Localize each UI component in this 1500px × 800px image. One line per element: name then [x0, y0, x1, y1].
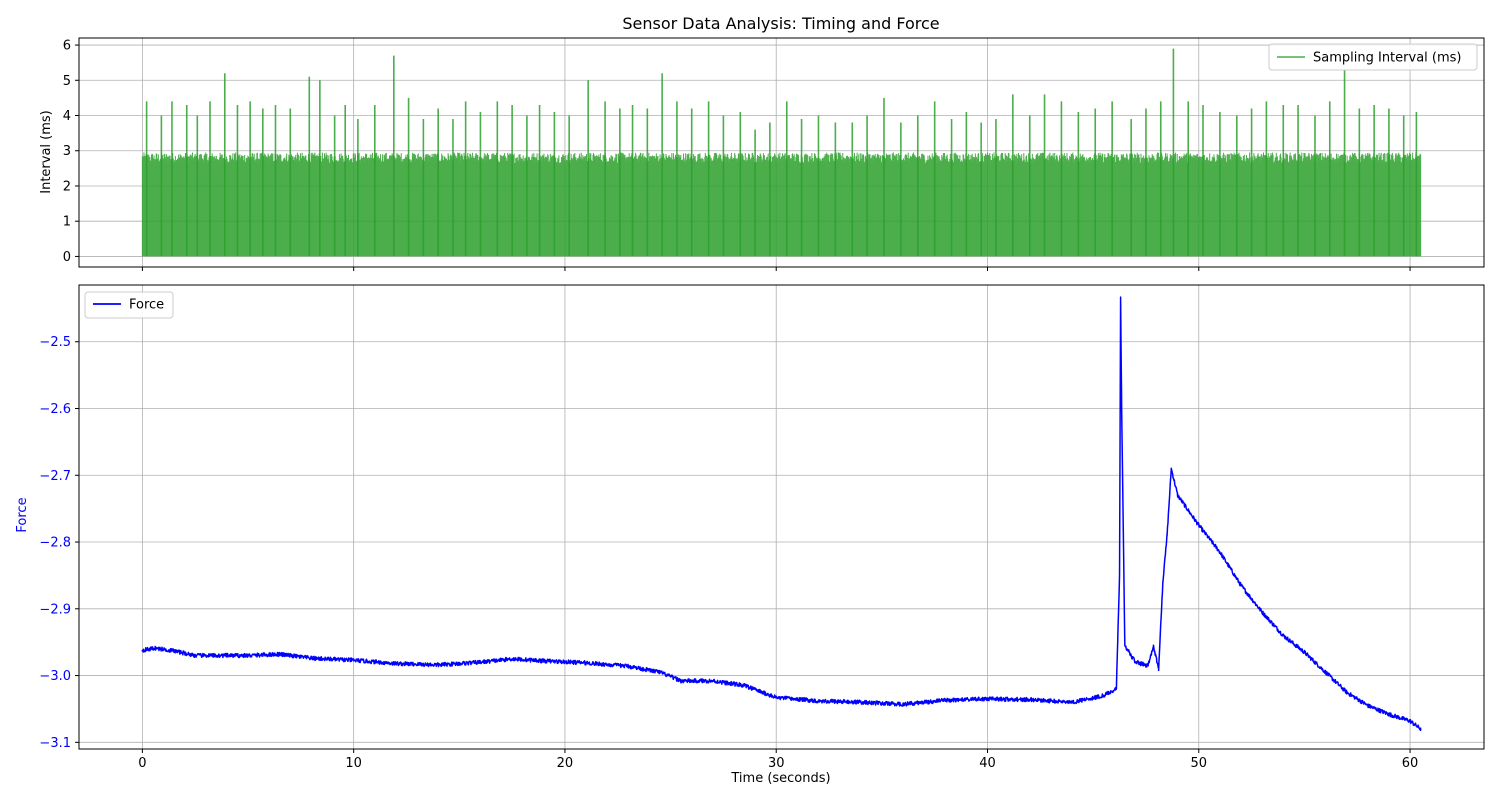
- interval-line: [141, 152, 1422, 257]
- force-xtick-label: 10: [345, 756, 362, 771]
- force-ytick-label: −2.8: [39, 536, 71, 551]
- force-xtick-label: 50: [1191, 756, 1208, 771]
- interval-ytick-label: 1: [63, 215, 71, 230]
- interval-ytick-label: 6: [63, 39, 71, 54]
- force-xtick-label: 60: [1402, 756, 1419, 771]
- force-panel: 0 10 20 30 40 50 60 −2.5 −2.6 −2.7 −2.8 −2.9 −3.0 −3.…: [15, 284, 1485, 786]
- force-xtick-label: 40: [979, 756, 996, 771]
- force-ytick-label: −2.9: [39, 602, 71, 617]
- force-legend: Force: [84, 291, 174, 319]
- force-grid: [79, 285, 1484, 749]
- force-xtick-label: 30: [768, 756, 785, 771]
- force-series: [141, 296, 1422, 732]
- force-ytick-label: −2.5: [39, 335, 71, 350]
- interval-ytick-label: 4: [63, 109, 71, 124]
- interval-ytick-label: 2: [63, 179, 71, 194]
- force-ytick-label: −3.1: [39, 736, 71, 751]
- force-ytick-label: −3.0: [39, 669, 71, 684]
- force-xtick-label: 0: [138, 756, 146, 771]
- interval-ytick-label: 3: [63, 144, 71, 159]
- interval-legend: Sampling Interval (ms): [1268, 43, 1478, 71]
- interval-series: [141, 48, 1422, 257]
- interval-panel: 0 1 2 3 4 5 6 Interval (ms) Sampling Interval …: [39, 37, 1485, 271]
- interval-legend-label: Sampling Interval (ms): [1313, 51, 1461, 66]
- force-legend-label: Force: [129, 298, 164, 313]
- chart-title: Sensor Data Analysis: Timing and Force: [622, 14, 939, 33]
- interval-y-axis-label: Interval (ms): [39, 110, 54, 194]
- force-legend-box: [84, 291, 174, 319]
- interval-ytick-label: 0: [63, 250, 71, 265]
- force-y-axis-label: Force: [15, 497, 30, 532]
- interval-axes-frame: [78, 37, 1485, 268]
- force-xtick-label: 20: [557, 756, 574, 771]
- force-ytick-label: −2.7: [39, 469, 71, 484]
- force-ytick-label: −2.6: [39, 402, 71, 417]
- interval-ytick-label: 5: [63, 74, 71, 89]
- x-axis-label: Time (seconds): [730, 771, 830, 786]
- force-line: [141, 296, 1422, 732]
- force-axes-frame: [78, 284, 1485, 750]
- interval-legend-box: [1268, 43, 1478, 71]
- interval-ticks: 0 1 2 3 4 5 6: [63, 39, 1411, 271]
- force-ticks: 0 10 20 30 40 50 60 −2.5 −2.6 −2.7 −2.8 −2.9 −3.0 −3.…: [39, 335, 1418, 771]
